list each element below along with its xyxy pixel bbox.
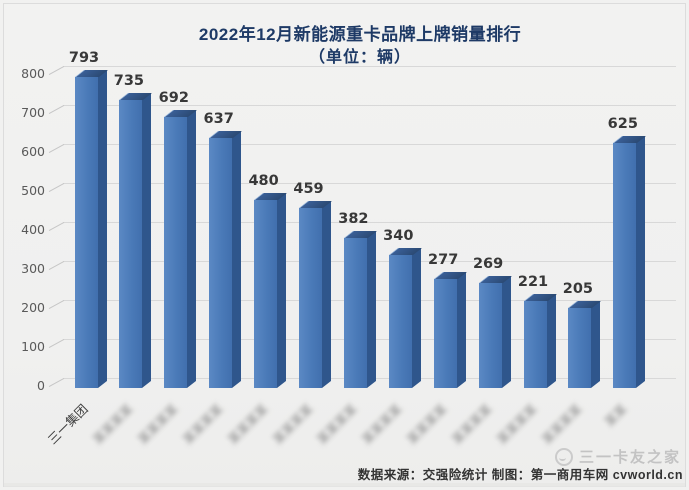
- bar: [613, 143, 637, 388]
- bar-value-label: 269: [472, 255, 504, 272]
- bar: [164, 116, 188, 388]
- bar: [299, 208, 322, 388]
- y-axis-label: 600: [21, 144, 45, 159]
- bar: [343, 238, 367, 388]
- y-axis-label: 800: [21, 66, 45, 81]
- bar-value-label: 205: [562, 280, 594, 297]
- bar-value-label: 625: [607, 116, 638, 132]
- bar-side-face: [501, 275, 511, 388]
- gridline-800: [63, 66, 676, 67]
- watermark-text: 三一卡友之家: [578, 449, 681, 466]
- gridline-600: [63, 144, 676, 145]
- bar-side-face: [187, 109, 197, 388]
- y-axis-label: 200: [21, 300, 45, 315]
- y-axis-tick: [48, 377, 65, 388]
- bar-value-label: 692: [158, 89, 189, 106]
- bar-side-face: [591, 300, 601, 388]
- bar-value-label: 480: [248, 172, 279, 189]
- bar: [388, 254, 412, 388]
- bar-value-label: 277: [428, 252, 459, 269]
- bar: [478, 282, 502, 388]
- y-axis-tick: [48, 338, 65, 349]
- y-axis-tick: [48, 221, 65, 232]
- y-axis-label: 400: [21, 222, 45, 237]
- gridline-500: [63, 183, 676, 184]
- y-axis-label: 100: [21, 339, 45, 354]
- data-source-text: 数据来源：交强险统计 制图：第一商用车网 cvworld.cn: [357, 468, 683, 482]
- bar: [254, 199, 278, 388]
- bar-side-face: [366, 231, 376, 388]
- bar-value-label: 340: [383, 227, 414, 244]
- gridline-700: [63, 105, 676, 106]
- bar-side-face: [322, 201, 331, 388]
- y-axis-tick: [48, 65, 65, 76]
- bar-value-label: 637: [203, 111, 234, 128]
- bar: [209, 138, 233, 388]
- bottom-edge-strip: [4, 483, 685, 487]
- y-axis-tick: [48, 260, 65, 271]
- watermark: 三一卡友之家: [554, 446, 681, 467]
- bar: [433, 279, 457, 388]
- bar-side-face: [142, 92, 152, 388]
- y-axis-label: 300: [21, 261, 45, 276]
- y-axis-label: 700: [21, 105, 45, 120]
- bar: [74, 77, 98, 388]
- y-axis-label: 500: [21, 183, 45, 198]
- bar-side-face: [636, 135, 646, 388]
- bar-side-face: [97, 70, 107, 388]
- bar: [523, 301, 547, 388]
- y-axis-tick: [48, 104, 65, 115]
- y-axis-label: 0: [37, 378, 45, 393]
- bar: [568, 307, 592, 388]
- y-axis-tick: [48, 143, 65, 154]
- bar-value-label: 793: [68, 50, 100, 67]
- bar-value-label: 459: [293, 181, 324, 198]
- y-axis-tick: [48, 299, 65, 310]
- bar-side-face: [277, 192, 287, 388]
- smiley-circle-icon: [554, 447, 573, 466]
- chart-subtitle: （单位：辆）: [308, 49, 411, 66]
- bar-value-label: 221: [517, 274, 549, 291]
- gridline-400: [63, 222, 676, 223]
- bar-side-face: [232, 131, 242, 388]
- bar-value-label: 735: [113, 72, 145, 89]
- y-axis-tick: [48, 182, 65, 193]
- bar-side-face: [456, 272, 466, 388]
- bar-value-label: 382: [338, 211, 369, 228]
- chart-title: 2022年12月新能源重卡品牌上牌销量排行: [198, 25, 522, 44]
- bar-side-face: [411, 247, 421, 388]
- bar: [119, 99, 143, 388]
- bar-side-face: [546, 294, 556, 388]
